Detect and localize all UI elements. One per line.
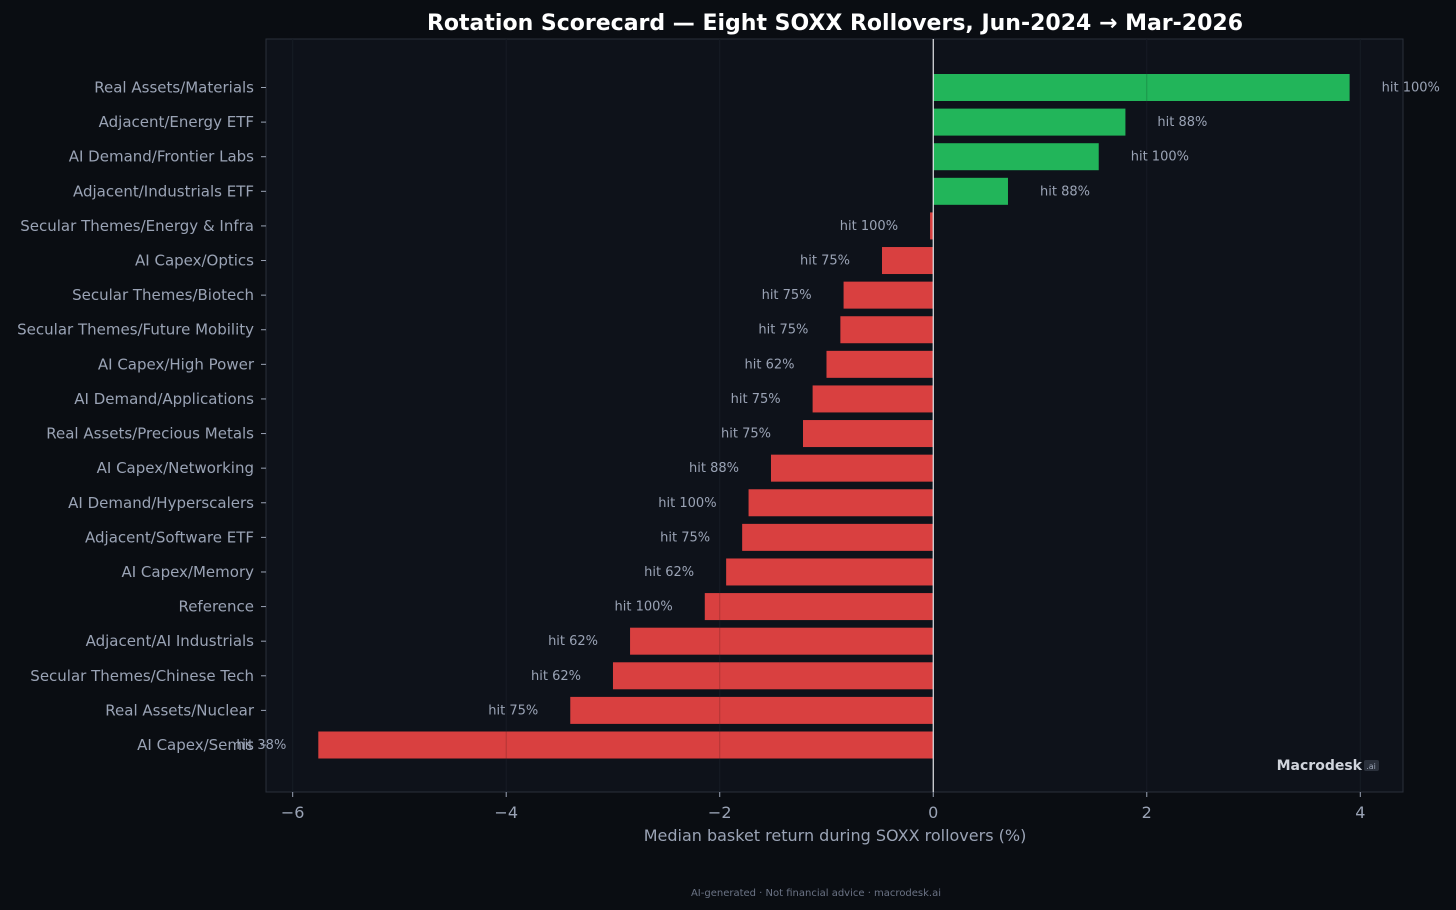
hit-label: hit 62% — [745, 357, 795, 372]
watermark-brand: Macrodesk — [1277, 758, 1363, 774]
grid-lines — [292, 39, 1361, 792]
category-label: Adjacent/Energy ETF — [99, 113, 254, 131]
bar — [803, 420, 934, 448]
category-label: Real Assets/Materials — [94, 79, 254, 97]
bar — [704, 593, 934, 621]
x-tick-label: −2 — [708, 803, 732, 822]
category-label: Secular Themes/Energy & Infra — [20, 217, 254, 235]
hit-label: hit 75% — [762, 288, 812, 303]
hit-label: hit 100% — [658, 496, 716, 511]
bar — [840, 316, 934, 344]
hit-label: hit 88% — [1157, 115, 1207, 130]
bar — [726, 558, 934, 586]
bar — [843, 281, 934, 309]
bar — [930, 212, 934, 240]
hit-label: hit 75% — [721, 427, 771, 442]
category-label: AI Demand/Hyperscalers — [68, 494, 254, 512]
hit-label: hit 100% — [1131, 150, 1189, 165]
category-label: Secular Themes/Chinese Tech — [30, 667, 254, 685]
hit-label: hit 75% — [758, 323, 808, 338]
bar — [742, 523, 934, 551]
x-tick-label: −6 — [281, 803, 305, 822]
hit-label: hit 88% — [689, 461, 739, 476]
watermark: Macrodesk .ai — [1277, 758, 1379, 774]
category-label: AI Demand/Applications — [74, 390, 254, 408]
category-label: Adjacent/AI Industrials — [86, 632, 255, 650]
x-axis-label: Median basket return during SOXX rollove… — [644, 826, 1027, 845]
chart-title: Rotation Scorecard — Eight SOXX Rollover… — [427, 11, 1243, 36]
hit-label: hit 100% — [1382, 81, 1440, 96]
bar — [826, 350, 934, 378]
bar — [933, 143, 1099, 171]
category-label: Adjacent/Software ETF — [85, 528, 254, 546]
hit-label: hit 75% — [660, 530, 710, 545]
category-label: Reference — [178, 598, 254, 616]
category-label: Real Assets/Nuclear — [105, 701, 255, 719]
hit-labels: hit 100% hit 88% hit 100% hit 88% hit 100% hi… — [236, 81, 1440, 754]
hit-label: hit 100% — [840, 219, 898, 234]
bar — [630, 627, 934, 655]
category-labels: Real Assets/Materials Adjacent/Energy ETF… — [17, 79, 266, 754]
x-tick-label: 4 — [1355, 803, 1365, 822]
bar — [612, 662, 934, 690]
hit-label: hit 62% — [531, 669, 581, 684]
hit-label: hit 88% — [1040, 184, 1090, 199]
hit-label: hit 62% — [644, 565, 694, 580]
category-label: Secular Themes/Biotech — [72, 286, 254, 304]
hit-label: hit 62% — [548, 634, 598, 649]
hit-label: hit 75% — [800, 254, 850, 269]
bar — [933, 108, 1126, 136]
bar — [318, 731, 934, 759]
category-label: AI Capex/Optics — [135, 252, 254, 270]
footer-disclaimer: AI-generated · Not financial advice · ma… — [691, 888, 941, 899]
category-label: AI Capex/Memory — [121, 563, 254, 581]
watermark-suffix: .ai — [1366, 762, 1376, 771]
x-tick-label: −4 — [494, 803, 518, 822]
bar — [748, 489, 934, 517]
bar — [812, 385, 934, 413]
category-label: Adjacent/Industrials ETF — [73, 182, 254, 200]
hit-label: hit 38% — [236, 738, 286, 753]
category-label: AI Capex/Networking — [97, 459, 254, 477]
bar — [882, 247, 934, 275]
bar — [933, 74, 1350, 101]
bar — [570, 696, 934, 724]
category-label: AI Capex/Semis — [137, 736, 254, 754]
x-axis-ticks: −6 −4 −2 0 2 4 — [281, 792, 1365, 822]
hit-label: hit 100% — [615, 600, 673, 615]
watermark-badge — [1364, 760, 1379, 771]
hit-label: hit 75% — [731, 392, 781, 407]
bars — [292, 39, 1361, 792]
bar — [933, 177, 1008, 205]
category-label: Secular Themes/Future Mobility — [17, 321, 254, 339]
x-tick-label: 0 — [928, 803, 938, 822]
hit-label: hit 75% — [488, 703, 538, 718]
category-label: AI Capex/High Power — [98, 355, 255, 373]
category-label: Real Assets/Precious Metals — [46, 425, 254, 443]
category-label: AI Demand/Frontier Labs — [69, 148, 254, 166]
bar — [770, 454, 934, 482]
x-tick-label: 2 — [1142, 803, 1152, 822]
